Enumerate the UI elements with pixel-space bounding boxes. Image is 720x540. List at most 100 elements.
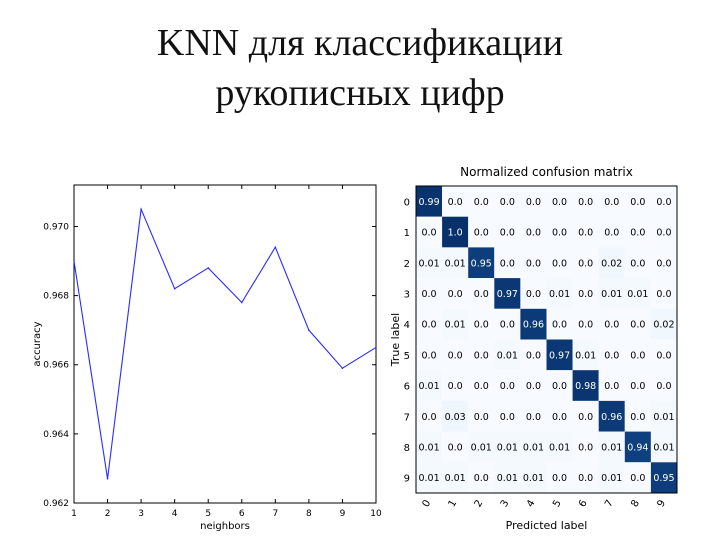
matrix-cell-value: 0.0 [630,228,645,239]
matrix-cell-value: 0.01 [418,473,439,484]
matrix-cell [572,216,599,248]
data-point [341,367,344,369]
matrix-cell-value: 0.01 [601,473,622,484]
row-label: 0 [404,197,410,208]
matrix-cell [416,216,443,248]
x-tick-label: 9 [340,509,346,519]
matrix-cell [520,400,547,432]
matrix-cell-value: 0.0 [578,442,593,453]
matrix-cell-value: 0.0 [604,350,619,361]
matrix-cell [442,278,469,309]
matrix-cell-value: 0.01 [497,473,518,484]
matrix-cell-value: 0.0 [474,228,489,239]
matrix-cell [416,370,443,401]
matrix-cell [650,462,677,493]
matrix-cell [624,308,651,340]
matrix-cell-value: 0.03 [445,412,466,423]
matrix-cell-value: 0.96 [601,412,622,423]
matrix-cell-value: 0.01 [445,473,466,484]
matrix-cell [598,370,625,401]
matrix-cell-value: 0.0 [552,412,567,423]
matrix-cell [468,216,495,248]
x-axis-label: neighbors [200,521,250,532]
matrix-cell [442,308,469,340]
matrix-cell-value: 0.0 [630,258,645,269]
matrix-cell-value: 0.0 [421,320,436,331]
matrix-cell-value: 0.95 [653,473,674,484]
matrix-cell-value: 0.0 [500,412,515,423]
matrix-cell [468,308,495,340]
matrix-cell-value: 0.0 [630,350,645,361]
matrix-cell-value: 0.0 [630,197,645,208]
matrix-cell-value: 0.0 [526,228,541,239]
matrix-cell-value: 0.0 [656,289,671,300]
matrix-cell-value: 0.0 [630,473,645,484]
matrix-cell [468,370,495,401]
matrix-cell-value: 0.0 [656,350,671,361]
matrix-cell [416,186,443,217]
data-point [106,478,109,480]
matrix-cell-value: 0.0 [500,381,515,392]
matrix-cell [468,247,495,279]
matrix-cell [546,339,573,371]
matrix-cell-value: 0.0 [448,197,463,208]
matrix-cell [624,278,651,309]
matrix-cell [520,247,547,279]
matrix-cell [520,278,547,309]
x-tick-label: 1 [71,509,77,519]
data-point [308,329,310,331]
matrix-cell-value: 0.0 [552,197,567,208]
matrix-cell [546,370,573,401]
slide-title-line-1: KNN для классификации [156,22,564,64]
data-point [240,301,243,304]
matrix-cell [650,339,677,371]
matrix-cell-value: 0.0 [578,320,593,331]
matrix-cell-value: 0.0 [448,350,463,361]
matrix-cell [442,431,469,463]
y-axis-label: True label [389,313,402,367]
matrix-cell [468,339,495,371]
matrix-cell [468,186,495,217]
matrix-frame [415,185,678,494]
matrix-cell [572,370,599,401]
matrix-cell [494,247,521,279]
matrix-cell-value: 0.0 [474,412,489,423]
matrix-cell-value: 0.0 [552,473,567,484]
matrix-cell [494,339,521,371]
matrix-cell-value: 0.0 [552,228,567,239]
x-tick-label: 5 [205,509,211,519]
matrix-cell [598,400,625,432]
matrix-cell [494,186,521,217]
matrix-cell-value: 0.0 [421,350,436,361]
matrix-cell-value: 0.0 [421,289,436,300]
matrix-cell [598,462,625,493]
matrix-cell [520,339,547,371]
matrix-cell [442,216,469,248]
matrix-cell-value: 0.0 [500,320,515,331]
matrix-cell [546,216,573,248]
matrix-cell [572,400,599,432]
matrix-cell-value: 0.0 [552,320,567,331]
accuracy-series-line [73,207,377,479]
matrix-cell [624,186,651,217]
matrix-cell-value: 0.0 [500,197,515,208]
matrix-cell [598,308,625,340]
matrix-cell-value: 0.0 [604,197,619,208]
column-label: 8 [629,498,642,509]
matrix-cell [520,462,547,493]
matrix-cell [546,462,573,493]
slide-title-line-2: рукописных цифр [215,72,505,114]
column-label: 9 [655,498,668,509]
data-point [140,208,142,210]
matrix-cell [598,247,625,279]
row-label: 6 [404,382,410,393]
column-label: 2 [473,498,486,509]
matrix-cell-value: 0.01 [418,442,439,453]
matrix-cell [598,186,625,217]
matrix-cell-value: 0.0 [578,197,593,208]
matrix-cell-value: 0.0 [500,258,515,269]
matrix-cell-value: 0.0 [448,442,463,453]
matrix-cell [572,278,599,309]
matrix-cell [572,186,599,217]
confusion-matrix-title: Normalized confusion matrix [460,165,633,179]
